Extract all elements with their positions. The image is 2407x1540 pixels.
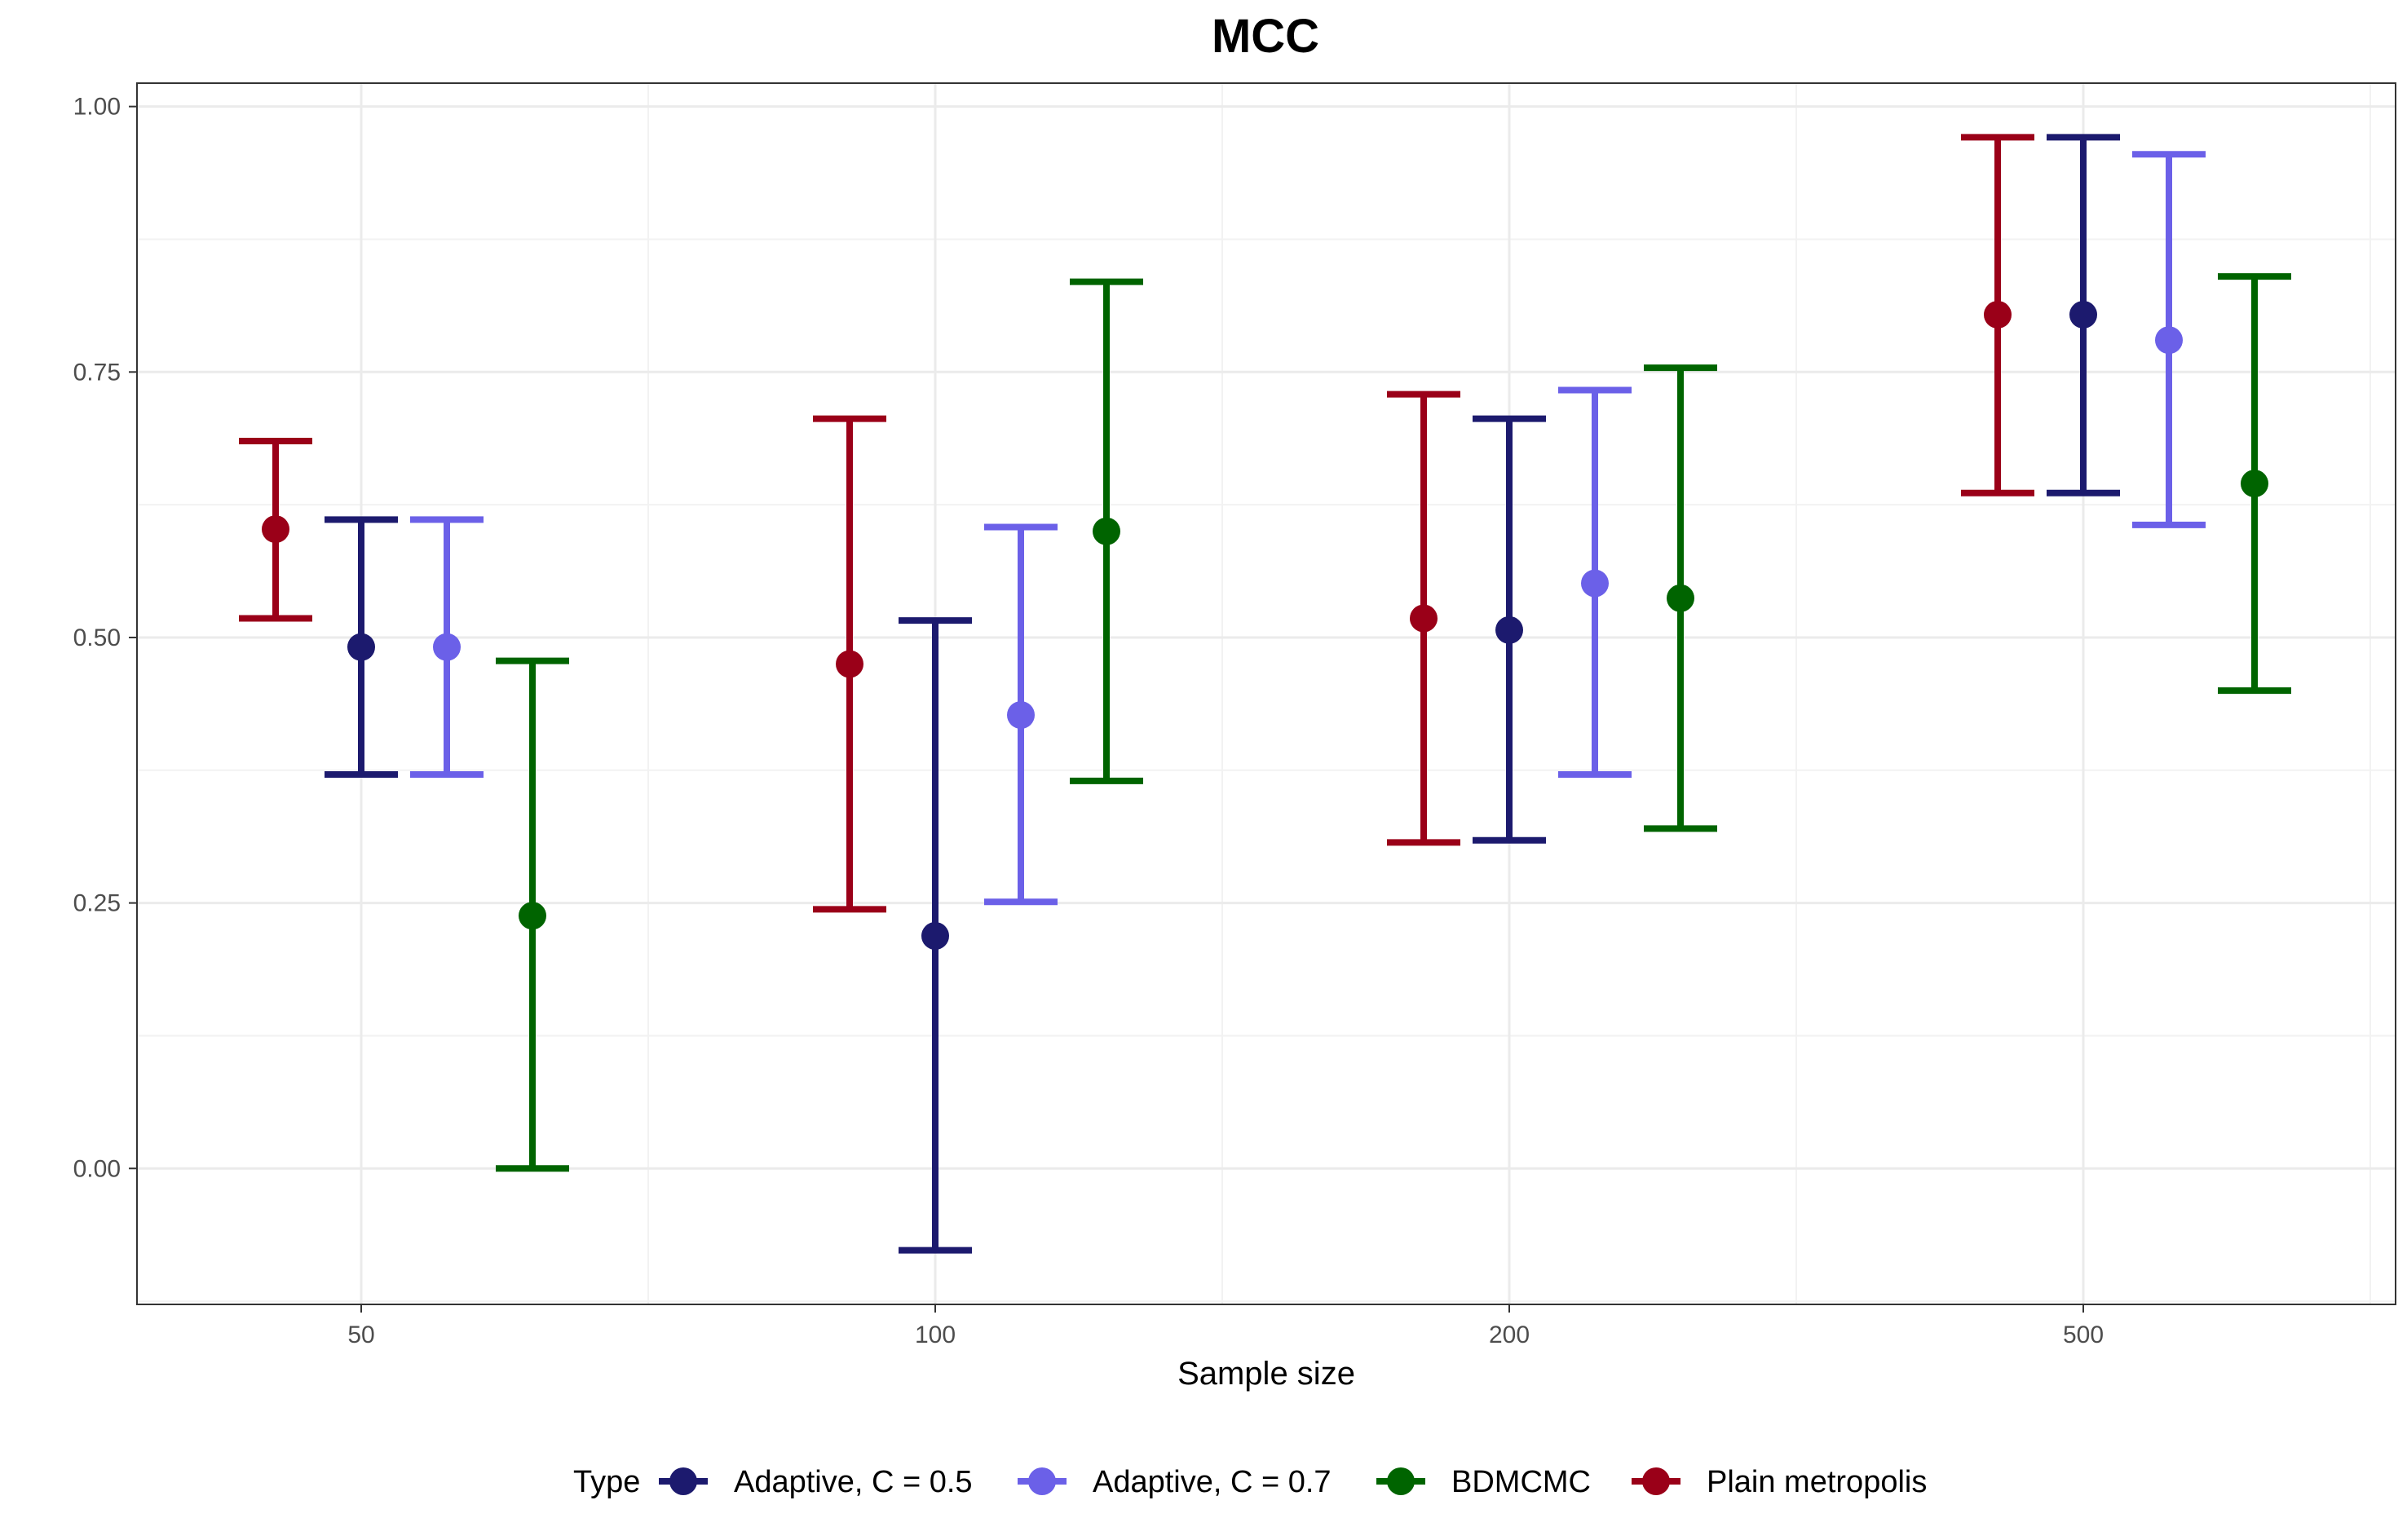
data-point (433, 633, 461, 661)
legend-label: Adaptive, C = 0.7 (1093, 1465, 1332, 1499)
x-tick-label: 200 (1489, 1322, 1530, 1348)
data-point (2069, 300, 2097, 329)
legend: Type Adaptive, C = 0.5 Adaptive, C = 0.7 B… (573, 1465, 1927, 1499)
legend-key-point (669, 1467, 697, 1495)
legend-key-point (1387, 1467, 1415, 1495)
data-point (921, 921, 949, 950)
x-tick-label: 100 (915, 1322, 956, 1348)
series-adaptive-c-0-5 (325, 134, 2120, 1254)
legend-key-point (1642, 1467, 1670, 1495)
legend-item: Plain metropolis (1632, 1465, 1927, 1499)
panel-border (136, 82, 2396, 1305)
legend-item: Adaptive, C = 0.7 (1018, 1465, 1332, 1499)
x-axis-title: Sample size (1177, 1356, 1355, 1392)
legend-title: Type (573, 1465, 640, 1499)
legend-key-point (1028, 1467, 1056, 1495)
data-point (347, 633, 375, 661)
error-bar-series (239, 134, 2291, 1254)
data-point (1093, 517, 1120, 545)
data-point (836, 650, 863, 678)
y-tick-label: 0.75 (73, 359, 121, 386)
series-plain-metropolis (239, 134, 2034, 913)
y-axis-ticks: 0.00 0.25 0.50 0.75 1.00 (73, 94, 137, 1182)
legend-label: Plain metropolis (1707, 1465, 1927, 1499)
legend-label: Adaptive, C = 0.5 (734, 1465, 973, 1499)
data-point (2241, 470, 2268, 498)
y-tick-label: 0.50 (73, 624, 121, 651)
legend-label: BDMCMC (1451, 1465, 1591, 1499)
chart-title: MCC (1212, 10, 1319, 63)
series-adaptive-c-0-7 (410, 151, 2206, 906)
data-point (1984, 300, 2012, 329)
y-tick-label: 1.00 (73, 94, 121, 121)
series-bdmcmc (496, 273, 2291, 1172)
data-point (1581, 569, 1609, 598)
x-tick-label: 50 (347, 1322, 374, 1348)
data-point (262, 515, 289, 544)
legend-item: Adaptive, C = 0.5 (659, 1465, 973, 1499)
data-point (1410, 604, 1438, 633)
data-point (1495, 616, 1523, 644)
legend-item: BDMCMC (1376, 1465, 1591, 1499)
x-axis-ticks: 50 100 200 500 (347, 1304, 2104, 1348)
y-tick-label: 0.00 (73, 1155, 121, 1182)
data-point (1667, 584, 1694, 612)
data-point (519, 902, 546, 930)
data-point (2155, 326, 2183, 355)
y-tick-label: 0.25 (73, 890, 121, 917)
data-point (1007, 701, 1035, 730)
x-tick-label: 500 (2063, 1322, 2104, 1348)
